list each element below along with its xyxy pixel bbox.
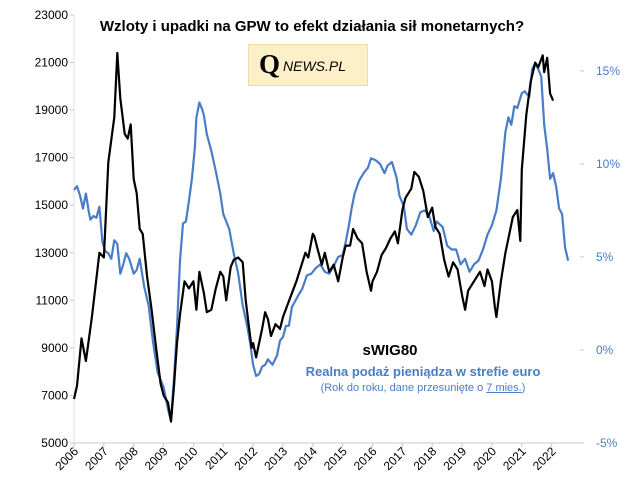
x-tick-label: 2010 <box>172 444 201 473</box>
x-tick-label: 2022 <box>530 444 559 473</box>
logo-text: NEWS.PL <box>283 58 347 74</box>
money-supply-line <box>73 62 570 422</box>
series2-note: (Rok do roku, dane przesunięte o 7 mies.… <box>278 382 568 394</box>
x-tick-label: 2018 <box>411 444 440 473</box>
y-left-tick-label: 5000 <box>41 436 68 450</box>
note-suffix: ) <box>521 382 526 394</box>
note-prefix: (Rok do roku, dane przesunięte o <box>320 382 487 394</box>
x-axis: 2006 2007 2008 2009 2010 2011 2012 2013 2014 2015… <box>52 443 559 473</box>
y-right-tick-label: -5% <box>596 436 618 450</box>
y-right-tick-label: 10% <box>596 157 620 171</box>
x-tick-label: 2015 <box>321 444 350 473</box>
y-left-tick-label: 21000 <box>35 56 69 70</box>
x-tick-label: 2008 <box>112 444 141 473</box>
x-tick-label: 2021 <box>500 444 529 473</box>
x-tick-label: 2011 <box>202 444 230 472</box>
series2-label: Realna podaż pieniądza w strefie euro <box>305 364 541 379</box>
x-tick-label: 2016 <box>351 444 380 473</box>
y-axis-left: 5000 7000 9000 11000 13000 15000 17000 19000 210… <box>35 8 74 450</box>
logo-q: Q <box>259 49 281 79</box>
y-left-tick-label: 23000 <box>35 8 69 22</box>
y-right-tick-label: 5% <box>596 250 614 264</box>
y-left-tick-label: 17000 <box>35 151 69 165</box>
x-tick-label: 2019 <box>440 444 469 473</box>
swig80-line <box>72 51 555 423</box>
x-tick-label: 2017 <box>381 444 410 473</box>
y-left-tick-label: 9000 <box>41 341 68 355</box>
y-axis-right: -5% 0% 5% 10% 15% <box>580 64 620 450</box>
y-left-tick-label: 15000 <box>35 198 69 212</box>
x-tick-label: 2020 <box>470 444 499 473</box>
y-right-tick-label: 0% <box>596 343 614 357</box>
y-left-tick-label: 13000 <box>35 246 69 260</box>
y-right-tick-label: 15% <box>596 64 620 78</box>
x-tick-label: 2014 <box>291 444 320 473</box>
x-tick-label: 2009 <box>142 444 171 473</box>
x-tick-label: 2012 <box>231 444 260 473</box>
chart-title: Wzloty i upadki na GPW to efekt działani… <box>99 18 525 35</box>
x-tick-label: 2013 <box>261 444 290 473</box>
qnews-logo: Q NEWS.PL <box>248 44 368 86</box>
y-left-tick-label: 19000 <box>35 103 69 117</box>
y-left-tick-label: 11000 <box>36 293 69 307</box>
series-layer <box>72 51 570 423</box>
note-link: 7 mies. <box>486 382 522 394</box>
y-left-tick-label: 7000 <box>41 388 68 402</box>
x-tick-label: 2007 <box>82 444 111 473</box>
series1-label: sWIG80 <box>362 342 418 359</box>
axes-frame <box>73 15 580 444</box>
